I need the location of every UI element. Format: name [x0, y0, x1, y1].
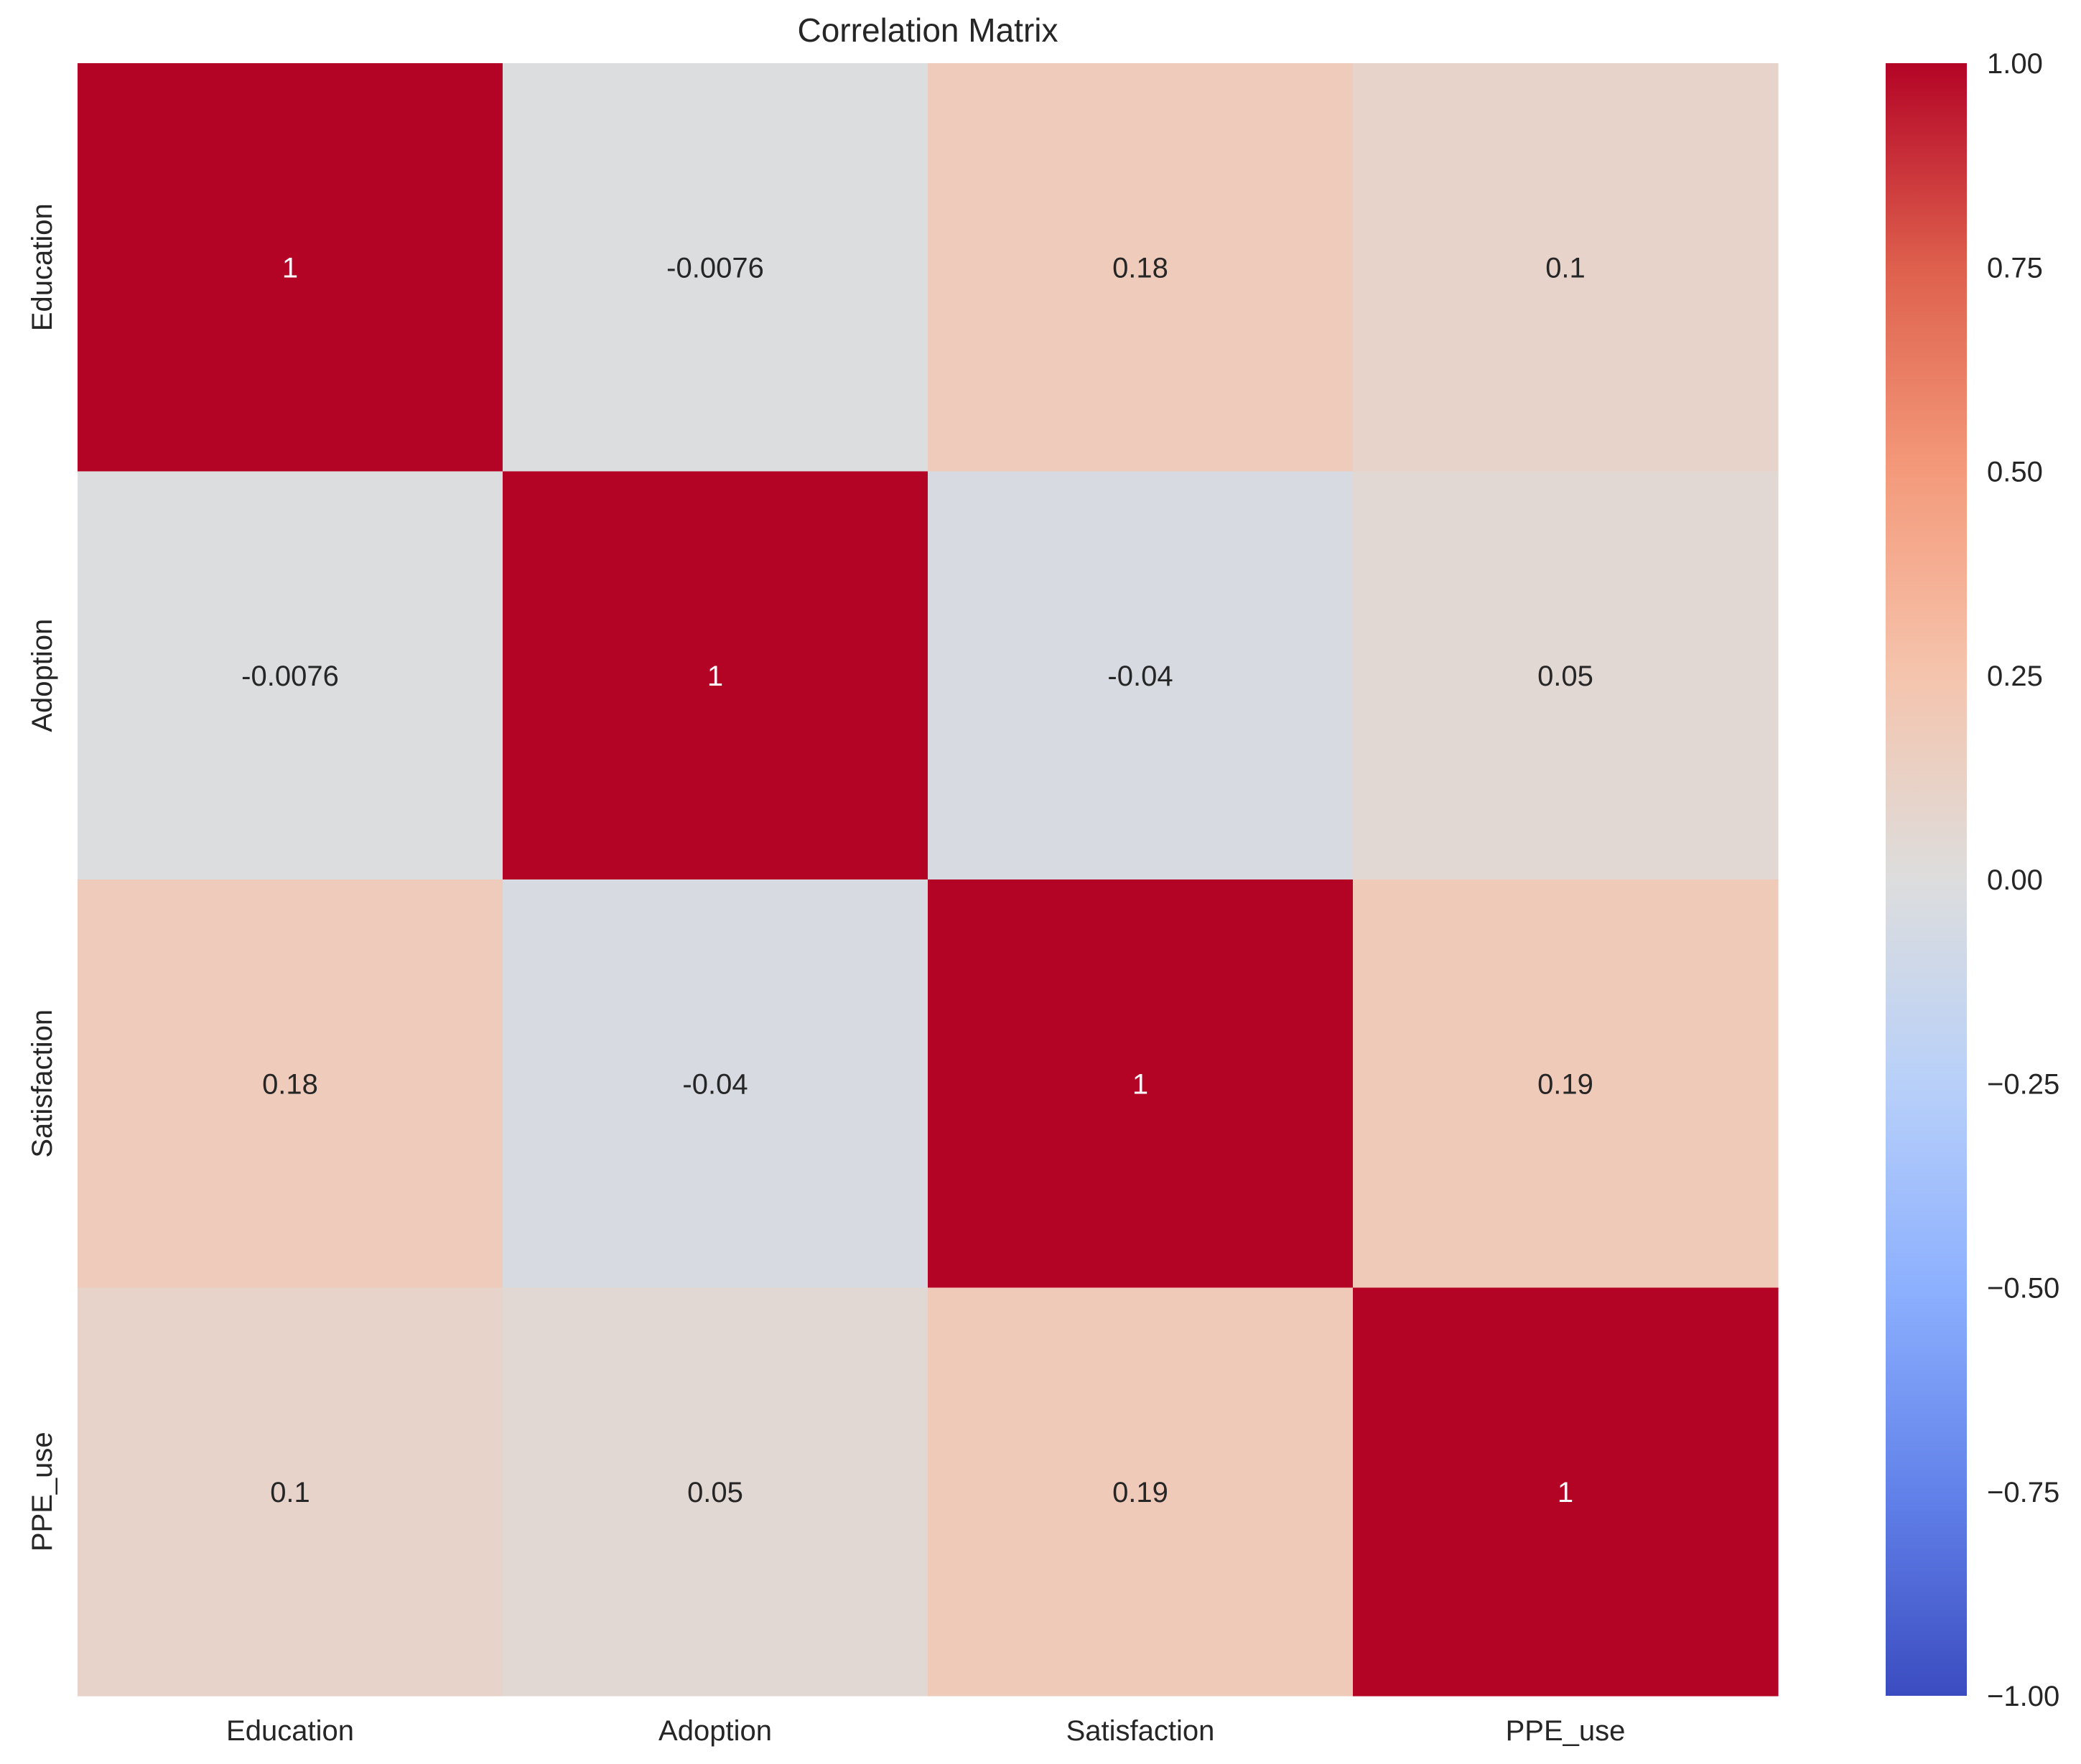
colorbar-tick-label: −0.75	[1987, 1477, 2059, 1508]
heatmap-cell-satisfaction-adoption	[503, 879, 928, 1289]
heatmap-cell-label: 0.1	[1545, 252, 1586, 284]
colorbar-tick-label: −0.50	[1987, 1273, 2059, 1305]
heatmap-cell-adoption-satisfaction	[928, 471, 1354, 880]
heatmap-cell-satisfaction-ppe-use	[1353, 879, 1779, 1289]
colorbar-tick-label: 0.25	[1987, 661, 2043, 692]
heatmap-cell-label: 0.18	[262, 1068, 318, 1100]
x-tick-label: Satisfaction	[1066, 1715, 1215, 1747]
heatmap-cell-label: -0.0076	[241, 661, 339, 692]
heatmap-cell-ppe-use-adoption	[503, 1287, 928, 1697]
heatmap-cell-label: 1	[1558, 1477, 1573, 1508]
x-tick-label: Education	[226, 1715, 354, 1747]
heatmap-cell-label: 0.05	[1537, 661, 1593, 692]
heatmap-cell-adoption-ppe-use	[1353, 471, 1779, 880]
x-tick-label: Adoption	[658, 1715, 772, 1747]
heatmap-cell-label: -0.04	[1107, 661, 1173, 692]
x-axis-tick-labels: Education Adoption Satisfaction PPE_use	[226, 1715, 1625, 1747]
colorbar: 1.00 0.75 0.50 0.25 0.00 −0.25 −0.50 −0.75 −1.00	[1886, 48, 2059, 1712]
y-tick-label: Satisfaction	[27, 1009, 58, 1158]
heatmap-cell-label: 0.18	[1112, 252, 1168, 284]
heatmap-cell-education-satisfaction	[928, 63, 1354, 472]
heatmap-cell-label: 0.05	[687, 1477, 743, 1508]
colorbar-tick-labels: 1.00 0.75 0.50 0.25 0.00 −0.25 −0.50 −0.75 −1.00	[1987, 48, 2059, 1712]
chart-title: Correlation Matrix	[798, 11, 1058, 49]
heatmap-cell-adoption-education	[78, 471, 503, 880]
colorbar-tick-label: −1.00	[1987, 1681, 2059, 1712]
heatmap-cell-education-education	[78, 63, 503, 472]
heatmap-cell-ppe-use-satisfaction	[928, 1287, 1354, 1697]
heatmap-cell-label: 0.19	[1537, 1068, 1593, 1100]
heatmap-cells	[78, 63, 1779, 1697]
colorbar-tick-label: 0.50	[1987, 457, 2043, 488]
colorbar-tick-label: 0.00	[1987, 864, 2043, 896]
colorbar-tick-label: 1.00	[1987, 48, 2043, 80]
colorbar-tick-label: 0.75	[1987, 252, 2043, 284]
heatmap-cell-label: 1	[1132, 1068, 1148, 1100]
x-tick-label: PPE_use	[1506, 1715, 1626, 1747]
heatmap-annotations: 1 -0.0076 0.18 0.1 -0.0076 1 -0.04 0.05 0.18 -0.0…	[241, 252, 1593, 1508]
y-tick-label: Education	[27, 203, 58, 331]
heatmap-cell-ppe-use-education	[78, 1287, 503, 1697]
heatmap-cell-ppe-use-ppe-use	[1353, 1287, 1779, 1697]
colorbar-gradient	[1886, 63, 1967, 1696]
y-tick-label: Adoption	[27, 619, 58, 732]
heatmap-cell-label: 1	[282, 252, 298, 284]
colorbar-tick-label: −0.25	[1987, 1068, 2059, 1100]
heatmap-cell-education-ppe-use	[1353, 63, 1779, 472]
heatmap-cell-adoption-adoption	[503, 471, 928, 880]
heatmap-cell-satisfaction-education	[78, 879, 503, 1289]
heatmap-cell-label: -0.0076	[666, 252, 764, 284]
heatmap-cell-label: 1	[707, 661, 723, 692]
heatmap-cell-satisfaction-satisfaction	[928, 879, 1354, 1289]
heatmap-cell-label: 0.1	[270, 1477, 310, 1508]
y-tick-label: PPE_use	[27, 1432, 58, 1551]
y-axis-tick-labels: Education Adoption Satisfaction PPE_use	[27, 203, 58, 1551]
heatmap-cell-label: -0.04	[682, 1068, 748, 1100]
heatmap-cell-label: 0.19	[1112, 1477, 1168, 1508]
heatmap-cell-education-adoption	[503, 63, 928, 472]
